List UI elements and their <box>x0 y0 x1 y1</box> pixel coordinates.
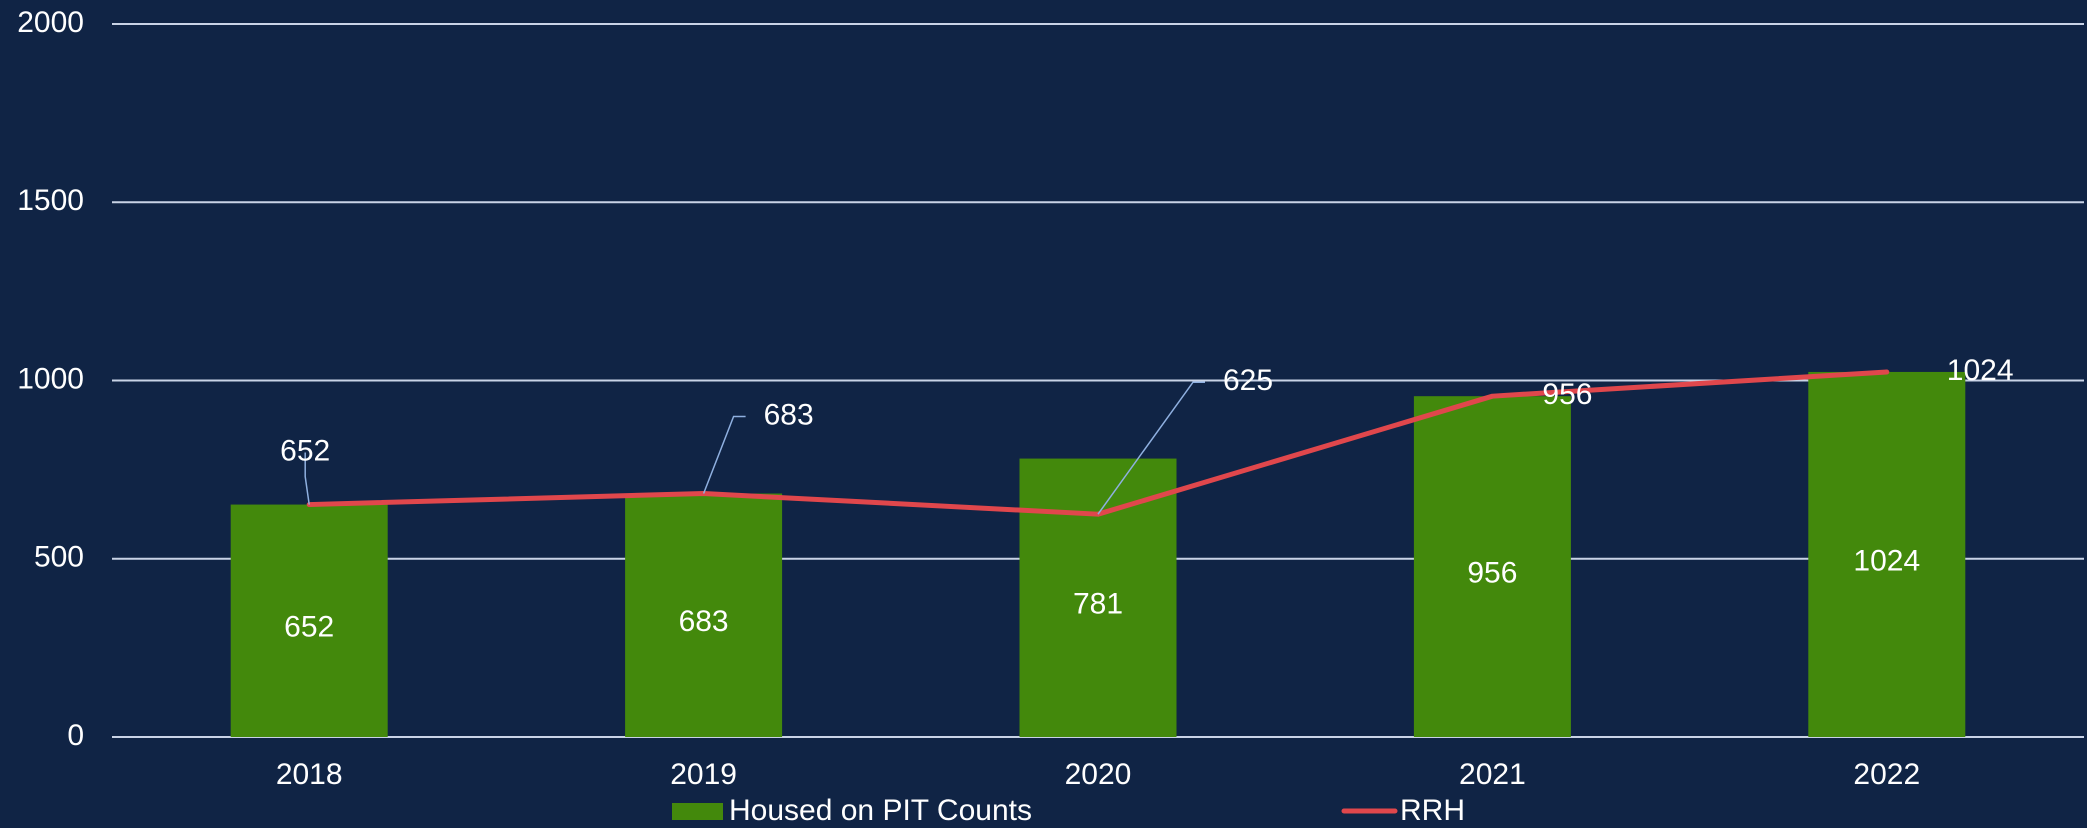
y-tick-label: 0 <box>67 719 84 752</box>
y-tick-label: 1500 <box>17 184 84 217</box>
x-tick-label: 2020 <box>1065 758 1132 791</box>
legend-swatch <box>672 803 723 820</box>
legend-label: Housed on PIT Counts <box>729 794 1032 827</box>
leader-line <box>304 452 310 505</box>
x-tick-label: 2021 <box>1459 758 1526 791</box>
bar-value-label: 956 <box>1467 557 1517 590</box>
bar-value-label: 652 <box>284 611 334 644</box>
bar <box>625 493 783 737</box>
line-value-label: 683 <box>764 398 814 431</box>
leader-line <box>1097 381 1205 515</box>
bar <box>1019 458 1177 737</box>
bar <box>1413 396 1571 737</box>
bar-value-label: 1024 <box>1853 544 1920 577</box>
bar-value-label: 683 <box>679 605 729 638</box>
x-tick-label: 2019 <box>670 758 737 791</box>
y-tick-label: 500 <box>34 541 84 574</box>
y-tick-label: 1000 <box>17 362 84 395</box>
y-tick-label: 2000 <box>17 6 84 39</box>
line <box>306 369 1890 517</box>
bar <box>230 504 388 737</box>
bar <box>1808 371 1966 737</box>
x-tick-label: 2018 <box>276 758 343 791</box>
leader-line <box>702 415 746 494</box>
legend-label: RRH <box>1400 794 1465 827</box>
line-value-label: 652 <box>280 434 330 467</box>
bar-value-label: 781 <box>1073 588 1123 621</box>
line-value-label: 1024 <box>1947 354 2014 387</box>
x-tick-label: 2022 <box>1853 758 1920 791</box>
line-value-label: 625 <box>1223 364 1273 397</box>
line-value-label: 956 <box>1542 378 1592 411</box>
